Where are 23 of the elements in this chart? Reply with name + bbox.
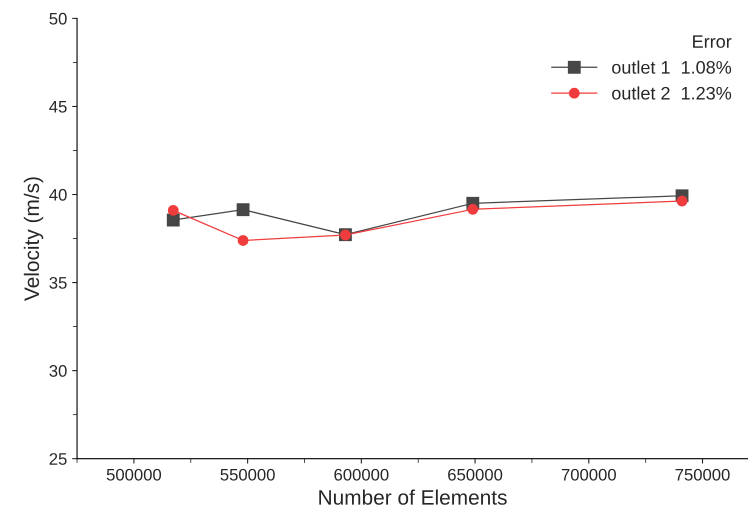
x-tick-label: 650000: [448, 468, 502, 481]
y-tick-label: 35: [49, 276, 67, 289]
y-tick-label: 25: [50, 453, 67, 465]
x-tick-label: 600000: [334, 468, 389, 481]
x-tick-label: 750000: [676, 468, 730, 481]
y-tick-label: 30: [49, 365, 67, 377]
legend-title: Error: [693, 35, 732, 48]
point: [238, 235, 248, 246]
point: [166, 214, 180, 226]
x-tick-label: 700000: [562, 468, 616, 481]
y-axis-title: Velocity (m/s): [24, 177, 44, 301]
point: [467, 204, 478, 215]
x-tick-label: 500000: [106, 468, 162, 481]
point: [676, 196, 688, 206]
legend-label: outlet 2 1.23%: [612, 86, 732, 100]
legend-label: outlet 1 1.08%: [612, 60, 732, 74]
point: [168, 204, 179, 216]
y-tick-label: 50: [49, 12, 67, 25]
point: [236, 203, 250, 216]
y-tick-label: 45: [49, 101, 67, 113]
x-axis-title: Number of Elements: [319, 489, 507, 505]
x-tick-label: 550000: [220, 468, 275, 481]
y-tick-label: 40: [49, 188, 67, 201]
